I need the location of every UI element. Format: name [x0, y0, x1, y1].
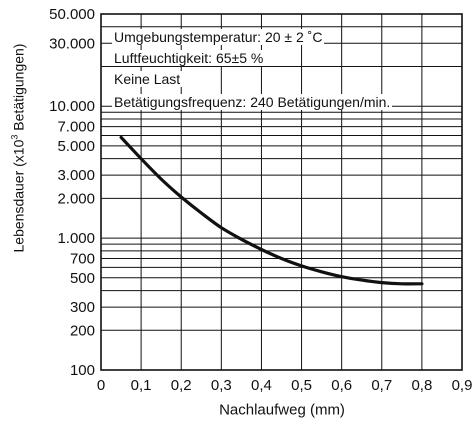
y-tick-label: 2.000	[57, 190, 95, 207]
x-tick-label: 0,7	[371, 377, 392, 394]
y-tick-label: 300	[70, 299, 95, 316]
x-tick-label: 0,1	[131, 377, 152, 394]
x-tick-label: 0,4	[251, 377, 272, 394]
y-tick-label: 50.000	[49, 6, 95, 23]
y-tick-label: 5.000	[57, 138, 95, 155]
annotation-humidity: Luftfeuchtigkeit: 65±5 %	[112, 50, 266, 66]
y-tick-label: 1.000	[57, 230, 95, 247]
x-tick-label: 0,8	[411, 377, 432, 394]
y-tick-label: 200	[70, 322, 95, 339]
x-tick-label: 0,5	[291, 377, 312, 394]
x-tick-label: 0,6	[331, 377, 352, 394]
life-curve	[119, 135, 424, 286]
plot-frame	[100, 13, 463, 371]
y-tick-label: 10.000	[49, 98, 95, 115]
x-tick-label: 0,9	[452, 377, 473, 394]
y-axis-label: Lebensdauer (x103 Betätigungen)	[10, 44, 27, 253]
y-tick-label: 500	[70, 270, 95, 287]
y-tick-label: 3.000	[57, 167, 95, 184]
x-tick-label: 0	[97, 377, 105, 394]
annotation-frequency: Betätigungsfrequenz: 240 Betätigungen/mi…	[112, 94, 393, 110]
x-tick-labels: 0 0,1 0,2 0,3 0,4 0,5 0,6 0,7 0,8 0,9	[97, 377, 473, 394]
y-tick-label: 100	[70, 362, 95, 379]
y-tick-labels: 100 200 300 500 700 1.000 2.000 3.000 5.000 7.000…	[49, 6, 95, 379]
y-tick-label: 700	[70, 251, 95, 268]
y-tick-label: 30.000	[49, 35, 95, 52]
y-axis-label-unit: Betätigungen)	[10, 43, 27, 135]
y-axis-label-exponent: 3	[9, 134, 20, 140]
grid-lines	[100, 13, 463, 371]
x-axis-label: Nachlaufweg (mm)	[219, 401, 345, 419]
x-tick-label: 0,3	[211, 377, 232, 394]
annotation-load: Keine Last	[112, 71, 183, 87]
curve-layer	[119, 135, 424, 286]
y-tick-label: 7.000	[57, 119, 95, 136]
y-axis-label-main: Lebensdauer (x10	[10, 139, 27, 253]
x-tick-label: 0,2	[171, 377, 192, 394]
annotation-temperature: Umgebungstemperatur: 20 ± 2 ˚C	[112, 29, 325, 45]
